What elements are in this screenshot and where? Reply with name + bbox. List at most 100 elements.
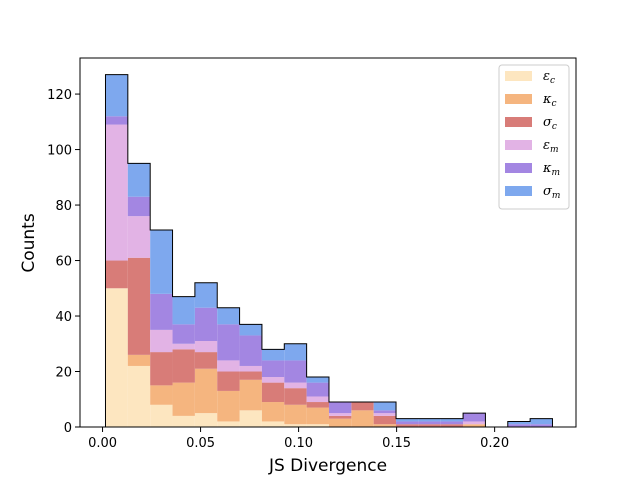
- bar-segment-0-7: [261, 421, 285, 427]
- bar-segment-0-5: [217, 421, 240, 427]
- bar-segment-5-0: [105, 74, 128, 117]
- stacked-bars: [105, 74, 553, 427]
- bar-segment-5-12: [373, 402, 397, 411]
- y-tick-label: 0: [64, 421, 72, 436]
- bar-segment-1-5: [217, 390, 240, 422]
- bar-segment-4-8: [284, 360, 307, 383]
- bar-segment-1-6: [239, 379, 262, 411]
- y-axis-ticks: 0 20 40 60 80 100 120: [47, 88, 80, 436]
- bar-segment-3-4: [194, 340, 218, 353]
- bar-segment-2-5: [217, 371, 240, 391]
- bar-segment-4-6: [239, 335, 262, 366]
- histogram-outline: [104, 74, 553, 428]
- bar-segment-4-15: [440, 421, 464, 425]
- bar-segment-5-2: [150, 230, 173, 294]
- bar-segment-2-15: [440, 424, 464, 427]
- bar-segment-1-10: [328, 418, 352, 427]
- bar-segment-3-9: [306, 396, 329, 403]
- bar-segment-5-7: [261, 349, 285, 361]
- x-tick-label: 0.00: [88, 436, 117, 451]
- y-tick-label: 40: [55, 310, 72, 325]
- bar-segment-1-3: [172, 382, 195, 416]
- plot-frame: [79, 57, 577, 428]
- bar-segment-5-1: [127, 163, 151, 197]
- bar-segment-4-19: [530, 424, 553, 427]
- bar-segment-4-3: [172, 324, 195, 344]
- bar-segment-1-9: [306, 407, 329, 425]
- bar-segment-5-8: [284, 343, 307, 361]
- bar-segment-0-4: [194, 413, 218, 427]
- bar-segment-0-3: [172, 415, 195, 427]
- bar-segment-3-5: [217, 360, 240, 372]
- bar-segment-5-5: [217, 307, 240, 325]
- y-tick-label: 20: [55, 366, 72, 381]
- y-tick-label: 60: [55, 255, 72, 270]
- bar-segment-3-0: [105, 124, 128, 261]
- bar-segment-5-3: [172, 296, 195, 325]
- bar-segment-5-9: [306, 377, 329, 383]
- bar-segment-2-6: [239, 371, 262, 380]
- bar-segment-3-1: [127, 216, 151, 258]
- bar-segment-1-1: [127, 354, 151, 366]
- bar-segment-4-9: [306, 382, 329, 397]
- y-tick-label: 100: [47, 144, 72, 159]
- bar-segment-1-16: [463, 424, 486, 427]
- bar-segment-5-13: [396, 418, 419, 422]
- bar-segment-5-18: [507, 421, 531, 425]
- bar-segment-1-2: [150, 385, 173, 405]
- bar-segment-4-5: [217, 324, 240, 361]
- bar-segment-0-2: [150, 404, 173, 427]
- bar-segment-3-10: [328, 413, 352, 416]
- bar-segment-4-4: [194, 307, 218, 341]
- bar-segment-2-7: [261, 382, 285, 403]
- legend-swatch: [505, 94, 532, 104]
- x-axis-label: JS Divergence: [268, 456, 387, 476]
- bar-segment-0-0: [105, 288, 128, 427]
- bar-segment-2-11: [351, 402, 374, 411]
- bar-segment-3-6: [239, 365, 262, 372]
- legend-swatch: [505, 163, 532, 173]
- bar-segment-4-7: [261, 360, 285, 378]
- bar-segment-4-0: [105, 116, 128, 125]
- bar-segment-4-2: [150, 293, 173, 330]
- bar-segment-1-11: [351, 410, 374, 427]
- x-axis-ticks: 0.00 0.05 0.10 0.15 0.20: [88, 427, 509, 451]
- bar-segment-2-8: [284, 388, 307, 405]
- bar-segment-0-1: [127, 365, 151, 427]
- bar-segment-5-14: [418, 418, 441, 422]
- bar-segment-4-12: [373, 410, 397, 414]
- bar-segment-4-1: [127, 196, 151, 217]
- bar-segment-4-14: [418, 421, 441, 425]
- x-tick-label: 0.05: [186, 436, 215, 451]
- bar-segment-1-4: [194, 368, 218, 414]
- legend-swatch: [505, 71, 532, 81]
- bar-segment-3-2: [150, 329, 173, 353]
- bar-segment-2-13: [396, 424, 419, 427]
- bar-segment-2-1: [127, 257, 151, 355]
- bar-segment-2-12: [373, 415, 397, 425]
- bar-segment-2-4: [194, 352, 218, 369]
- bar-segment-3-3: [172, 343, 195, 350]
- x-tick-label: 0.15: [382, 436, 411, 451]
- bar-segment-5-6: [239, 324, 262, 336]
- bar-segment-0-6: [239, 410, 262, 427]
- x-tick-label: 0.20: [480, 436, 509, 451]
- legend-swatch: [505, 186, 532, 196]
- bar-segment-5-19: [530, 418, 553, 425]
- bar-segment-4-10: [328, 402, 352, 414]
- legend-swatch: [505, 140, 532, 150]
- bar-segment-1-12: [373, 424, 397, 427]
- x-tick-label: 0.10: [284, 436, 313, 451]
- bar-segment-0-8: [284, 424, 307, 427]
- bar-segment-5-4: [194, 282, 218, 308]
- bar-segment-2-3: [172, 349, 195, 383]
- bar-segment-2-0: [105, 260, 128, 289]
- bar-segment-2-2: [150, 352, 173, 386]
- bar-segment-0-9: [306, 424, 329, 427]
- bar-segment-4-13: [396, 421, 419, 425]
- bar-segment-1-8: [284, 404, 307, 425]
- bar-segment-4-16: [463, 413, 486, 422]
- bar-segment-3-7: [261, 377, 285, 383]
